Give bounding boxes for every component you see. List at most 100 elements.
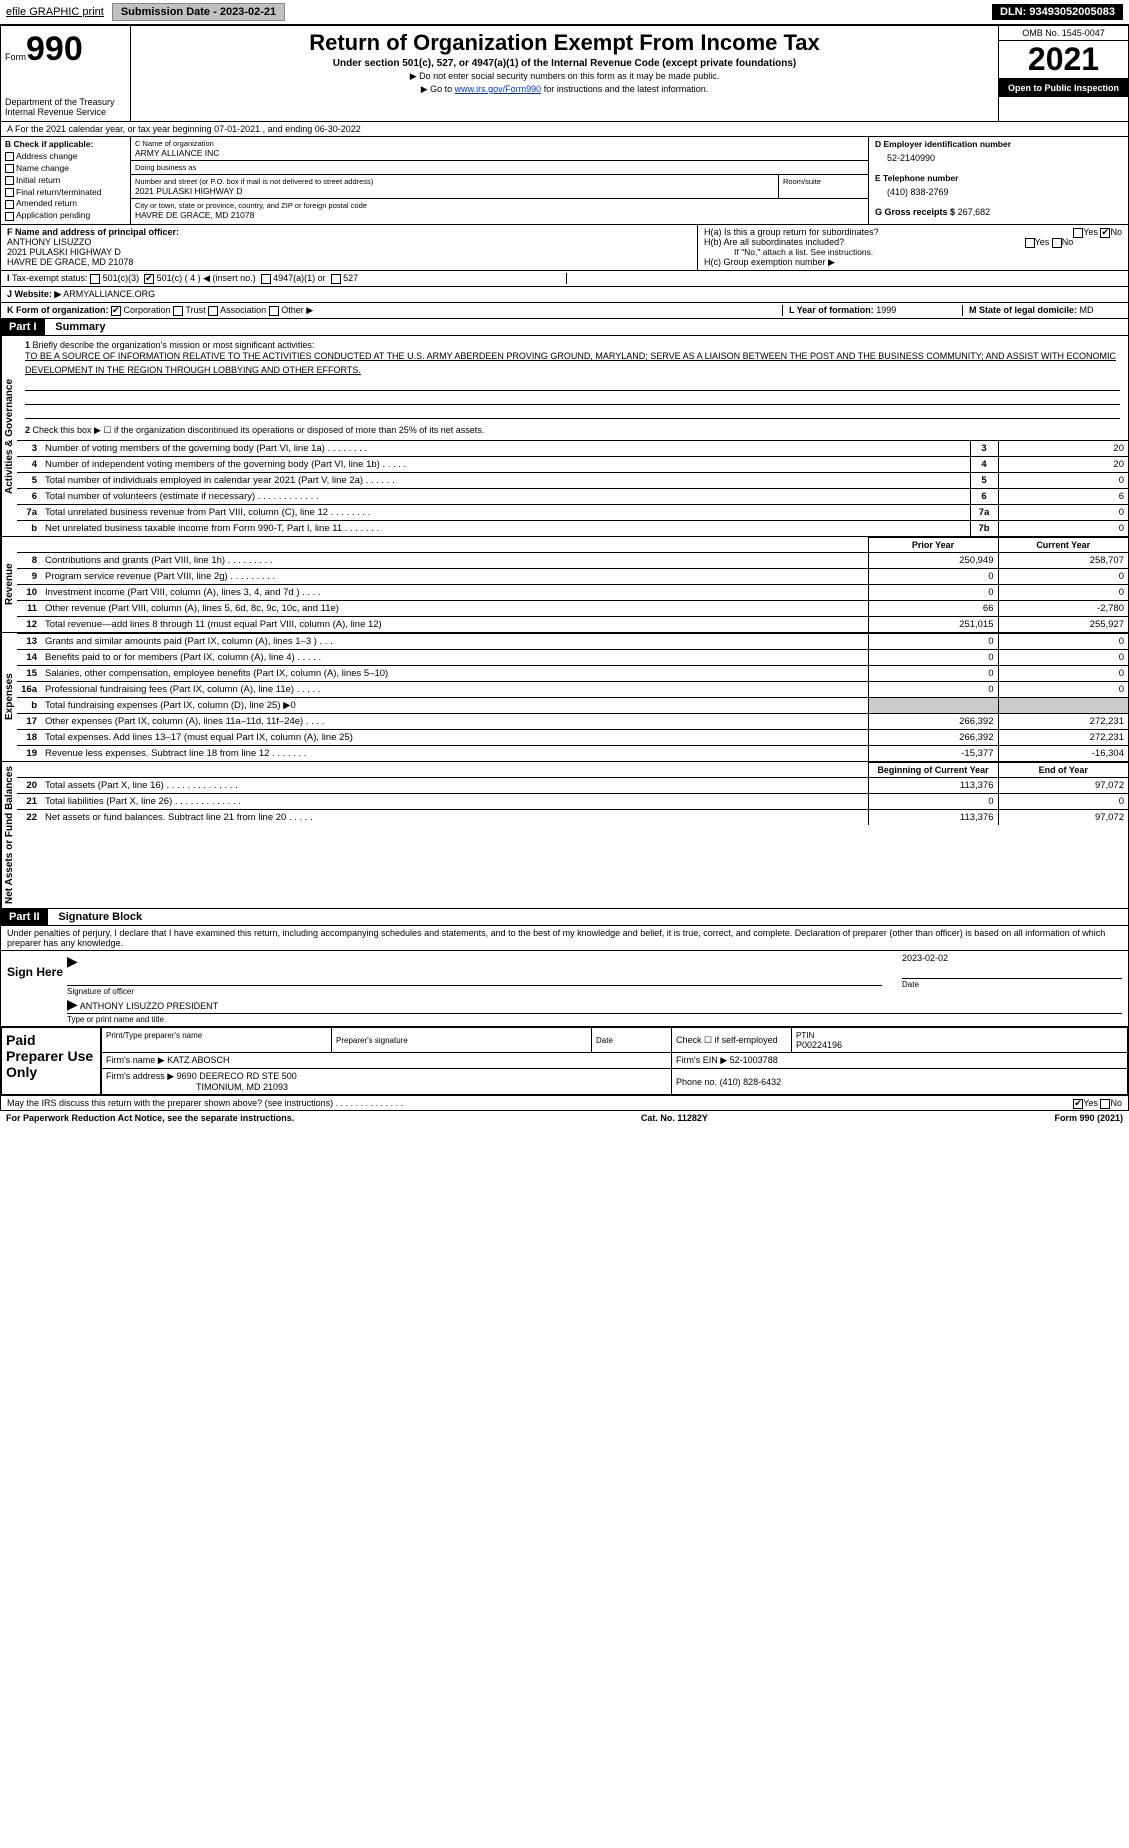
irs-label: Internal Revenue Service bbox=[5, 107, 126, 117]
blank-line-2 bbox=[25, 393, 1120, 405]
c-city-lbl: City or town, state or province, country… bbox=[135, 201, 864, 210]
eoy-hdr: End of Year bbox=[998, 763, 1128, 778]
table-row: 19Revenue less expenses. Subtract line 1… bbox=[17, 746, 1128, 762]
table-row: 20Total assets (Part X, line 16) . . . .… bbox=[17, 778, 1128, 794]
i-o3: 4947(a)(1) or bbox=[273, 273, 326, 283]
table-row: 13Grants and similar amounts paid (Part … bbox=[17, 634, 1128, 650]
line-desc: Total number of volunteers (estimate if … bbox=[41, 489, 970, 505]
row-fh: F Name and address of principal officer:… bbox=[0, 225, 1129, 271]
chk-corp[interactable] bbox=[111, 306, 121, 316]
col-h: H(a) Is this a group return for subordin… bbox=[698, 225, 1128, 270]
row-j: J Website: ▶ ARMYALLIANCE.ORG bbox=[0, 287, 1129, 303]
line-desc: Total number of individuals employed in … bbox=[41, 473, 970, 489]
col-d: D Employer identification number 52-2140… bbox=[868, 137, 1128, 224]
form-footer: Form 990 (2021) bbox=[1054, 1113, 1123, 1123]
line-desc: Net assets or fund balances. Subtract li… bbox=[41, 810, 868, 826]
chk-4947[interactable] bbox=[261, 274, 271, 284]
line-desc: Other revenue (Part VIII, column (A), li… bbox=[41, 601, 868, 617]
chk-other[interactable] bbox=[269, 306, 279, 316]
sig-line-date bbox=[902, 963, 1122, 979]
q2-text: Check this box ▶ ☐ if the organization d… bbox=[33, 425, 485, 435]
hb-no-lbl: No bbox=[1062, 237, 1074, 247]
gross-lbl: G Gross receipts $ bbox=[875, 207, 955, 217]
c-dba-cell: Doing business as bbox=[131, 161, 868, 175]
c-name-lbl: C Name of organization bbox=[135, 139, 864, 148]
chk-amended[interactable] bbox=[5, 200, 14, 209]
chk-address-change[interactable] bbox=[5, 152, 14, 161]
line-prior: 66 bbox=[868, 601, 998, 617]
line-current: 255,927 bbox=[998, 617, 1128, 633]
net-header-row: Beginning of Current Year End of Year bbox=[17, 763, 1128, 778]
ha-no[interactable] bbox=[1100, 228, 1110, 238]
line-desc: Total revenue—add lines 8 through 11 (mu… bbox=[41, 617, 868, 633]
line-box: 4 bbox=[970, 457, 998, 473]
dept-treasury: Department of the Treasury bbox=[5, 97, 126, 107]
penalty-block: Under penalties of perjury, I declare th… bbox=[0, 926, 1129, 951]
efile-link[interactable]: efile GRAPHIC print bbox=[6, 6, 104, 18]
sign-here-lbl: Sign Here bbox=[7, 953, 67, 1024]
section-revenue: Revenue Prior Year Current Year 8Contrib… bbox=[0, 537, 1129, 633]
rev-table: Prior Year Current Year 8Contributions a… bbox=[17, 537, 1128, 632]
line-prior: 266,392 bbox=[868, 730, 998, 746]
sign-here-block: Sign Here ▶ Signature of officer 2023-02… bbox=[0, 951, 1129, 1027]
officer-name-title: ANTHONY LISUZZO PRESIDENT bbox=[80, 1001, 218, 1011]
discuss-yes[interactable] bbox=[1073, 1099, 1083, 1109]
chk-501c3[interactable] bbox=[90, 274, 100, 284]
chk-name-change[interactable] bbox=[5, 164, 14, 173]
submission-date-btn[interactable]: Submission Date - 2023-02-21 bbox=[112, 3, 285, 21]
form-word: Form bbox=[5, 52, 26, 62]
m-lbl: M State of legal domicile: bbox=[969, 305, 1077, 315]
chk-527[interactable] bbox=[331, 274, 341, 284]
hb-yes[interactable] bbox=[1025, 238, 1035, 248]
block-bcd: B Check if applicable: Address change Na… bbox=[0, 137, 1129, 225]
gross-value: 267,682 bbox=[958, 207, 991, 217]
b-opt-4: Amended return bbox=[16, 198, 77, 208]
chk-final-return[interactable] bbox=[5, 188, 14, 197]
row-i: I Tax-exempt status: 501(c)(3) 501(c) ( … bbox=[0, 271, 1129, 287]
line-desc: Benefits paid to or for members (Part IX… bbox=[41, 650, 868, 666]
k-opt-2: Association bbox=[220, 305, 266, 315]
line-desc: Investment income (Part VIII, column (A)… bbox=[41, 585, 868, 601]
line-current: 97,072 bbox=[998, 778, 1128, 794]
ha-yes[interactable] bbox=[1073, 228, 1083, 238]
line-prior bbox=[868, 698, 998, 714]
line-num: 22 bbox=[17, 810, 41, 826]
table-row: 17Other expenses (Part IX, column (A), l… bbox=[17, 714, 1128, 730]
goto-line: ▶ Go to www.irs.gov/Form990 for instruct… bbox=[139, 84, 990, 95]
c-addr-cell: Number and street (or P.O. box if mail i… bbox=[131, 175, 778, 199]
goto-pre: ▶ Go to bbox=[421, 84, 455, 94]
line-val: 6 bbox=[998, 489, 1128, 505]
chk-initial-return[interactable] bbox=[5, 176, 14, 185]
k-opt-1: Trust bbox=[185, 305, 205, 315]
q1-num: 1 bbox=[25, 340, 30, 350]
line-val: 0 bbox=[998, 505, 1128, 521]
line-prior: 0 bbox=[868, 666, 998, 682]
room-lbl: Room/suite bbox=[783, 177, 864, 186]
chk-trust[interactable] bbox=[173, 306, 183, 316]
discuss-no[interactable] bbox=[1100, 1099, 1110, 1109]
line-num: 10 bbox=[17, 585, 41, 601]
table-row: bNet unrelated business taxable income f… bbox=[17, 521, 1128, 537]
chk-assoc[interactable] bbox=[208, 306, 218, 316]
sig-line-1[interactable] bbox=[67, 970, 882, 986]
table-row: 4Number of independent voting members of… bbox=[17, 457, 1128, 473]
chk-501c[interactable] bbox=[144, 274, 154, 284]
hb-no[interactable] bbox=[1052, 238, 1062, 248]
c-name-cell: C Name of organization ARMY ALLIANCE INC bbox=[131, 137, 868, 161]
line-num: b bbox=[17, 698, 41, 714]
table-row: 10Investment income (Part VIII, column (… bbox=[17, 585, 1128, 601]
line-desc: Revenue less expenses. Subtract line 18 … bbox=[41, 746, 868, 762]
ein-value: 52-2140990 bbox=[887, 153, 1122, 163]
c-addr-row: Number and street (or P.O. box if mail i… bbox=[131, 175, 868, 199]
goto-link[interactable]: www.irs.gov/Form990 bbox=[455, 84, 542, 94]
chk-application-pending[interactable] bbox=[5, 212, 14, 221]
pp-check-cell: Check ☐ if self-employed bbox=[672, 1028, 792, 1053]
section-expenses: Expenses 13Grants and similar amounts pa… bbox=[0, 633, 1129, 762]
c-addr-lbl: Number and street (or P.O. box if mail i… bbox=[135, 177, 774, 186]
line-num: 20 bbox=[17, 778, 41, 794]
line-current: 272,231 bbox=[998, 714, 1128, 730]
line-current: -16,304 bbox=[998, 746, 1128, 762]
line-current: -2,780 bbox=[998, 601, 1128, 617]
officer-name: ANTHONY LISUZZO bbox=[7, 237, 91, 247]
row-klm: K Form of organization: Corporation Trus… bbox=[0, 303, 1129, 319]
